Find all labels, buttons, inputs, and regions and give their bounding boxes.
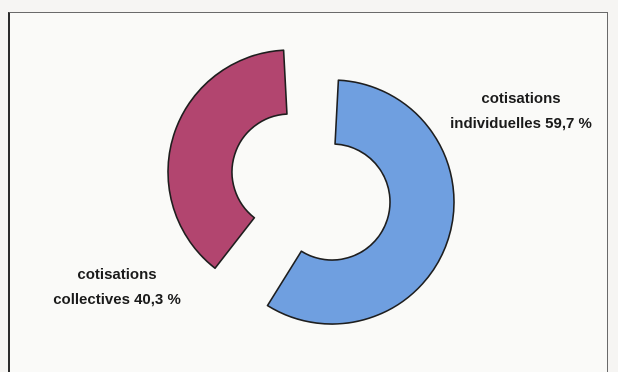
slices-group [167, 49, 455, 325]
label-individuelles-line1: cotisations [481, 90, 560, 107]
slice-individuelles [266, 79, 455, 325]
slice-collectives [167, 49, 288, 270]
label-collectives-line2: collectives 40,3 % [53, 291, 181, 308]
label-individuelles-line2: individuelles 59,7 % [450, 115, 592, 132]
label-collectives-line1: cotisations [77, 266, 156, 283]
